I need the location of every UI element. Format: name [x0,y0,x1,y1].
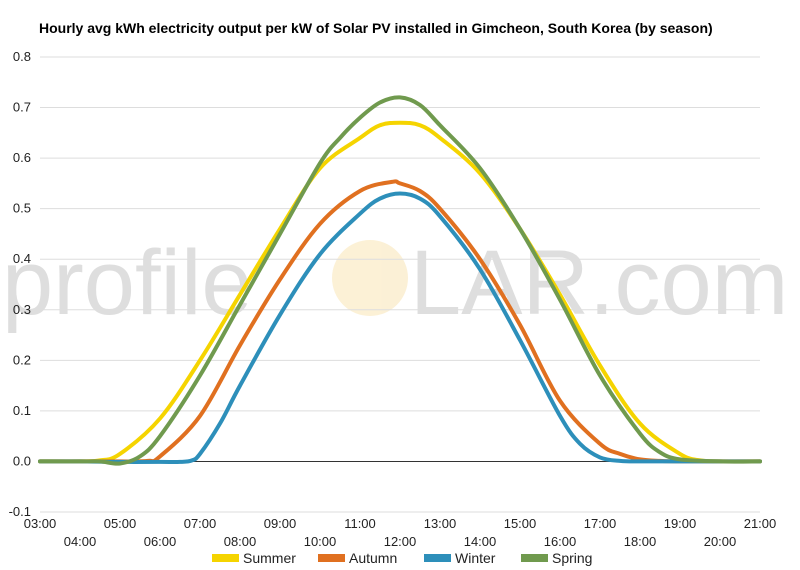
y-tick-label: -0.1 [9,504,31,519]
series-line-summer [38,120,762,464]
x-tick-label: 04:00 [64,534,97,549]
x-tick-label: 14:00 [464,534,497,549]
series-line-winter [38,191,762,465]
x-tick-label: 15:00 [504,516,537,531]
y-tick-label: 0.0 [13,453,31,468]
legend-swatch-autumn [318,554,345,562]
series-lines [38,95,762,466]
x-tick-label: 16:00 [544,534,577,549]
x-tick-label: 11:00 [344,516,376,531]
chart-title: Hourly avg kWh electricity output per kW… [39,20,713,36]
y-tick-label: 0.3 [13,302,31,317]
legend-swatch-summer [212,554,239,562]
legend-swatch-winter [424,554,451,562]
legend-label-spring: Spring [552,550,592,566]
x-tick-label: 21:00 [744,516,777,531]
y-tick-label: 0.5 [13,201,31,216]
x-tick-label: 19:00 [664,516,697,531]
y-tick-label: 0.8 [13,49,31,64]
x-tick-label: 13:00 [424,516,457,531]
x-tick-label: 06:00 [144,534,177,549]
legend-label-summer: Summer [243,550,296,566]
y-tick-label: 0.7 [13,100,31,115]
y-axis-ticks: -0.1 0.0 0.1 0.2 0.3 0.4 0.5 0.6 0.7 0.8 [9,49,31,519]
x-axis-ticks: 03:00 04:00 05:00 06:00 07:00 08:00 09:00 10:00… [24,516,777,549]
x-tick-label: 07:00 [184,516,217,531]
x-tick-label: 03:00 [24,516,57,531]
y-tick-label: 0.4 [13,251,31,266]
watermark-text-left: profile [2,232,253,334]
x-tick-label: 17:00 [584,516,617,531]
y-tick-label: 0.6 [13,150,31,165]
x-tick-label: 20:00 [704,534,737,549]
legend: Summer Autumn Winter Spring [212,550,592,566]
x-tick-label: 09:00 [264,516,297,531]
series-line-spring [38,95,762,466]
x-tick-label: 08:00 [224,534,257,549]
watermark-sun-icon [332,240,408,316]
x-tick-label: 05:00 [104,516,137,531]
legend-label-winter: Winter [455,550,496,566]
y-tick-label: 0.2 [13,352,31,367]
x-tick-label: 18:00 [624,534,657,549]
y-tick-label: 0.1 [13,403,31,418]
x-tick-label: 12:00 [384,534,417,549]
legend-label-autumn: Autumn [349,550,397,566]
x-tick-label: 10:00 [304,534,337,549]
watermark: profile LAR.com [2,232,788,334]
legend-swatch-spring [521,554,548,562]
